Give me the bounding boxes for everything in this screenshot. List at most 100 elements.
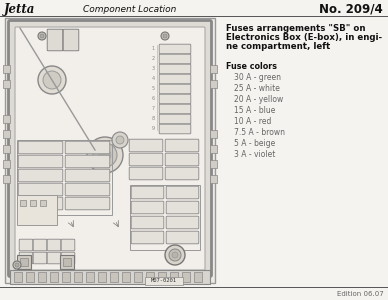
Bar (170, 272, 178, 282)
Bar (3, 175, 10, 183)
Circle shape (99, 149, 111, 161)
FancyBboxPatch shape (19, 252, 33, 264)
Text: 2: 2 (152, 56, 155, 61)
Circle shape (40, 34, 44, 38)
Circle shape (38, 66, 66, 94)
FancyBboxPatch shape (159, 54, 191, 64)
Bar (20, 258, 28, 266)
Circle shape (93, 143, 117, 167)
Bar (17, 255, 31, 269)
Text: 7: 7 (152, 106, 155, 112)
Circle shape (169, 249, 181, 261)
Bar (210, 160, 217, 168)
Text: 1: 1 (152, 46, 155, 52)
Circle shape (172, 252, 178, 258)
Bar (210, 65, 217, 73)
Bar (86, 272, 94, 282)
Text: 6: 6 (152, 97, 155, 101)
Text: ne compartment, left: ne compartment, left (226, 42, 330, 51)
Bar (110, 272, 118, 282)
Bar (146, 272, 154, 282)
Bar (30, 200, 36, 206)
Bar (38, 272, 46, 282)
Bar (130, 185, 200, 250)
Bar (194, 272, 202, 282)
Text: M07-0201: M07-0201 (151, 278, 177, 284)
FancyBboxPatch shape (18, 197, 63, 210)
Circle shape (13, 261, 21, 269)
Bar (40, 200, 46, 206)
FancyBboxPatch shape (65, 141, 110, 154)
Text: 10 A - red: 10 A - red (234, 117, 271, 126)
FancyBboxPatch shape (47, 252, 61, 264)
FancyBboxPatch shape (129, 167, 163, 180)
FancyBboxPatch shape (159, 84, 191, 94)
Bar (74, 272, 82, 282)
Bar (3, 80, 10, 88)
FancyBboxPatch shape (166, 186, 199, 199)
FancyBboxPatch shape (65, 155, 110, 168)
Bar (210, 145, 217, 153)
Bar (63, 258, 71, 266)
FancyBboxPatch shape (165, 167, 199, 180)
FancyBboxPatch shape (61, 252, 75, 264)
Text: Electronics Box (E-box), in engi-: Electronics Box (E-box), in engi- (226, 33, 382, 42)
FancyBboxPatch shape (165, 139, 199, 152)
Bar (3, 65, 10, 73)
Text: 30 A - green: 30 A - green (234, 73, 281, 82)
FancyBboxPatch shape (47, 239, 61, 251)
FancyBboxPatch shape (33, 239, 47, 251)
Circle shape (161, 32, 169, 40)
Circle shape (38, 32, 46, 40)
FancyBboxPatch shape (18, 183, 63, 196)
FancyBboxPatch shape (131, 231, 164, 244)
FancyBboxPatch shape (159, 104, 191, 114)
FancyBboxPatch shape (165, 153, 199, 166)
FancyBboxPatch shape (166, 216, 199, 229)
Bar (17, 140, 112, 215)
Circle shape (163, 34, 167, 38)
Circle shape (112, 132, 128, 148)
Text: 8: 8 (152, 116, 155, 122)
Bar (60, 255, 74, 269)
FancyBboxPatch shape (166, 201, 199, 214)
Text: Component Location: Component Location (83, 4, 177, 14)
Circle shape (43, 71, 61, 89)
FancyBboxPatch shape (131, 186, 164, 199)
Bar (3, 130, 10, 138)
FancyBboxPatch shape (159, 94, 191, 104)
Bar (122, 272, 130, 282)
FancyBboxPatch shape (159, 44, 191, 54)
Bar (26, 272, 34, 282)
Bar (17, 195, 57, 225)
FancyBboxPatch shape (47, 29, 63, 51)
Bar (158, 272, 166, 282)
Text: Fuse colors: Fuse colors (226, 62, 277, 71)
Bar (10, 270, 210, 284)
Bar (210, 80, 217, 88)
Text: Jetta: Jetta (4, 2, 35, 16)
FancyBboxPatch shape (159, 74, 191, 84)
FancyBboxPatch shape (19, 239, 33, 251)
Bar (20, 200, 26, 206)
FancyBboxPatch shape (129, 139, 163, 152)
Bar (134, 272, 142, 282)
Bar (182, 272, 190, 282)
FancyBboxPatch shape (65, 169, 110, 182)
FancyBboxPatch shape (63, 29, 79, 51)
Bar (50, 272, 58, 282)
Bar (3, 145, 10, 153)
FancyBboxPatch shape (18, 155, 63, 168)
Bar (5, 18, 215, 283)
Text: 5 A - beige: 5 A - beige (234, 139, 275, 148)
Text: 3 A - violet: 3 A - violet (234, 150, 275, 159)
FancyBboxPatch shape (9, 20, 211, 277)
FancyBboxPatch shape (15, 27, 205, 270)
FancyBboxPatch shape (129, 153, 163, 166)
Circle shape (116, 136, 124, 144)
FancyBboxPatch shape (159, 64, 191, 74)
Text: Fuses arrangements "SB" on: Fuses arrangements "SB" on (226, 24, 365, 33)
Bar (145, 277, 183, 285)
Bar (3, 160, 10, 168)
Text: 20 A - yellow: 20 A - yellow (234, 95, 283, 104)
